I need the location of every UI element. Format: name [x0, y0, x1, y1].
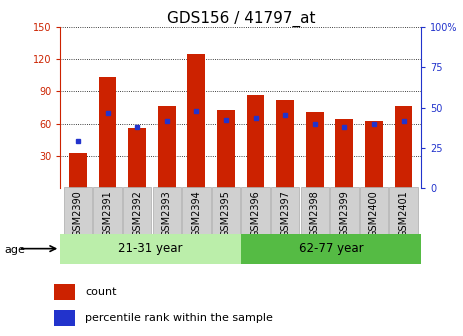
Text: GSM2398: GSM2398: [310, 191, 320, 237]
Bar: [188, 54, 205, 188]
Text: 62-77 year: 62-77 year: [299, 242, 363, 255]
FancyBboxPatch shape: [389, 187, 418, 234]
Text: GSM2401: GSM2401: [399, 191, 408, 237]
FancyBboxPatch shape: [360, 187, 388, 234]
FancyBboxPatch shape: [94, 187, 122, 234]
Bar: [247, 95, 264, 188]
Bar: [306, 112, 324, 188]
Text: percentile rank within the sample: percentile rank within the sample: [85, 313, 273, 323]
FancyBboxPatch shape: [300, 187, 329, 234]
Text: GSM2391: GSM2391: [102, 191, 113, 237]
FancyBboxPatch shape: [330, 187, 358, 234]
Bar: [394, 107, 413, 188]
FancyBboxPatch shape: [182, 187, 211, 234]
Bar: [55, 284, 75, 299]
Bar: [241, 234, 421, 264]
Bar: [365, 122, 383, 188]
Bar: [276, 100, 294, 188]
FancyBboxPatch shape: [241, 187, 270, 234]
Text: GSM2395: GSM2395: [221, 191, 231, 237]
Text: GSM2396: GSM2396: [250, 191, 261, 237]
Bar: [128, 128, 146, 188]
Bar: [60, 234, 241, 264]
FancyBboxPatch shape: [152, 187, 181, 234]
Text: count: count: [85, 287, 117, 296]
Bar: [336, 119, 353, 188]
FancyBboxPatch shape: [271, 187, 300, 234]
Text: GSM2400: GSM2400: [369, 191, 379, 237]
Title: GDS156 / 41797_at: GDS156 / 41797_at: [167, 11, 315, 27]
Bar: [69, 153, 87, 188]
Bar: [55, 310, 75, 326]
Text: 21-31 year: 21-31 year: [118, 242, 183, 255]
Bar: [99, 77, 116, 188]
FancyBboxPatch shape: [123, 187, 151, 234]
Text: GSM2392: GSM2392: [132, 191, 142, 237]
Text: GSM2397: GSM2397: [280, 191, 290, 237]
FancyBboxPatch shape: [212, 187, 240, 234]
Bar: [217, 110, 235, 188]
Text: age: age: [5, 245, 25, 255]
Text: GSM2399: GSM2399: [339, 191, 350, 237]
Text: GSM2390: GSM2390: [73, 191, 83, 237]
Text: GSM2393: GSM2393: [162, 191, 172, 237]
Text: GSM2394: GSM2394: [191, 191, 201, 237]
FancyBboxPatch shape: [64, 187, 92, 234]
Bar: [158, 107, 175, 188]
